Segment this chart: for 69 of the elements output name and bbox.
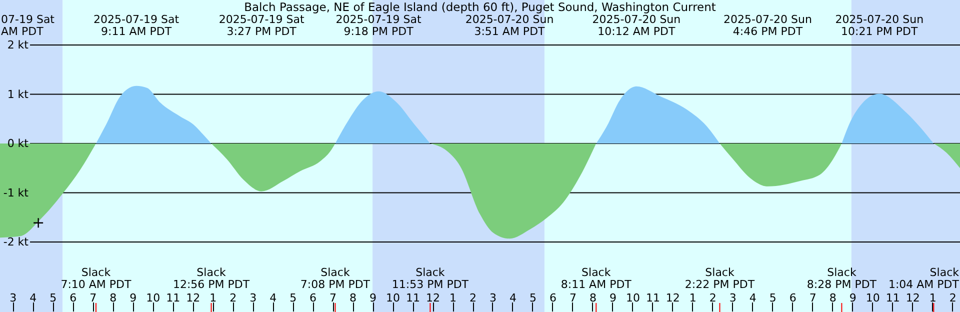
x-tick-label: 12 [426, 292, 440, 304]
x-tick-label: 10 [386, 292, 400, 304]
annotation: Slack 7:10 AM PDT [60, 266, 132, 291]
x-tick-label: 10 [626, 292, 640, 304]
x-tick-label: 12 [186, 292, 200, 304]
annotation: Slack 7:08 PM PDT [300, 266, 370, 291]
annotation: 2025-07-19 Sat 3:27 PM PDT [218, 13, 305, 38]
annotation: Slack 11:53 PM PDT [392, 266, 469, 291]
annotation: Slack 2:22 PM PDT [684, 266, 755, 291]
x-tick-label: 11 [886, 292, 900, 304]
y-tick-label: -1 kt [3, 186, 30, 200]
x-tick-label: 3 [250, 292, 257, 304]
annotation: Slack 1:04 AM PDT [888, 266, 960, 291]
x-tick-label: 2 [949, 292, 956, 304]
annotation: 2025-07-20 Sun 10:21 PM PDT [835, 13, 924, 38]
x-tick-label: 6 [70, 292, 77, 304]
annotation: 2025-07-19 Sat 9:18 PM PDT [336, 13, 422, 38]
x-tick-label: 3 [489, 292, 496, 304]
annotation: Slack 12:56 PM PDT [172, 266, 250, 291]
x-tick-label: 11 [406, 292, 420, 304]
x-tick-label: 4 [509, 292, 516, 304]
x-tick-label: 8 [589, 292, 596, 304]
x-tick-label: 2 [230, 292, 237, 304]
x-tick-label: 8 [350, 292, 357, 304]
x-tick-label: 6 [310, 292, 317, 304]
x-tick-label: 5 [769, 292, 776, 304]
x-tick-label: 7 [569, 292, 576, 304]
annotation: 07-19 Sat AM PDT [1, 13, 56, 38]
x-tick-label: 4 [749, 292, 756, 304]
x-tick-label: 4 [270, 292, 277, 304]
x-tick-label: 5 [50, 292, 57, 304]
x-tick-label: 7 [809, 292, 816, 304]
x-tick-label: 7 [90, 292, 97, 304]
y-tick-label: 2 kt [7, 38, 30, 52]
x-tick-label: 4 [30, 292, 37, 304]
x-tick-label: 11 [166, 292, 180, 304]
y-tick-label: -2 kt [3, 236, 30, 249]
x-tick-label: 8 [110, 292, 117, 304]
x-tick-label: 10 [866, 292, 880, 304]
x-tick-label: 1 [450, 292, 457, 304]
x-tick-label: 8 [829, 292, 836, 304]
annotation: Slack 8:11 AM PDT [560, 266, 632, 291]
x-tick-label: 9 [370, 292, 377, 304]
x-tick-label: 6 [789, 292, 796, 304]
x-tick-label: 1 [210, 292, 217, 304]
x-tick-label: 1 [929, 292, 936, 304]
annotation: 2025-07-20 Sun 4:46 PM PDT [724, 13, 812, 38]
x-tick-label: 9 [130, 292, 137, 304]
annotation: 2025-07-19 Sat 9:11 AM PDT [94, 13, 180, 38]
chart-title: Balch Passage, NE of Eagle Island (depth 60 ft), Puget Sound, Washington Current [244, 0, 716, 14]
x-tick-label: 3 [10, 292, 17, 304]
x-tick-label: 12 [906, 292, 920, 304]
x-tick-label: 11 [646, 292, 660, 304]
x-tick-label: 9 [609, 292, 616, 304]
x-tick-label: 10 [146, 292, 160, 304]
x-tick-label: 2 [470, 292, 477, 304]
x-tick-label: 3 [729, 292, 736, 304]
x-tick-label: 12 [666, 292, 680, 304]
x-tick-label: 5 [529, 292, 536, 304]
annotation: 2025-07-20 Sun 10:12 AM PDT [592, 13, 681, 38]
y-tick-label: 1 kt [7, 88, 30, 101]
annotation: Slack 8:28 PM PDT [806, 266, 877, 291]
x-tick-label: 6 [549, 292, 556, 304]
x-tick-label: 2 [709, 292, 716, 304]
x-tick-label: 5 [290, 292, 297, 304]
annotation: 2025-07-20 Sun 3:51 AM PDT [465, 13, 554, 38]
x-tick-label: 7 [330, 292, 337, 304]
x-tick-label: 1 [689, 292, 696, 304]
x-tick-label: 9 [849, 292, 856, 304]
